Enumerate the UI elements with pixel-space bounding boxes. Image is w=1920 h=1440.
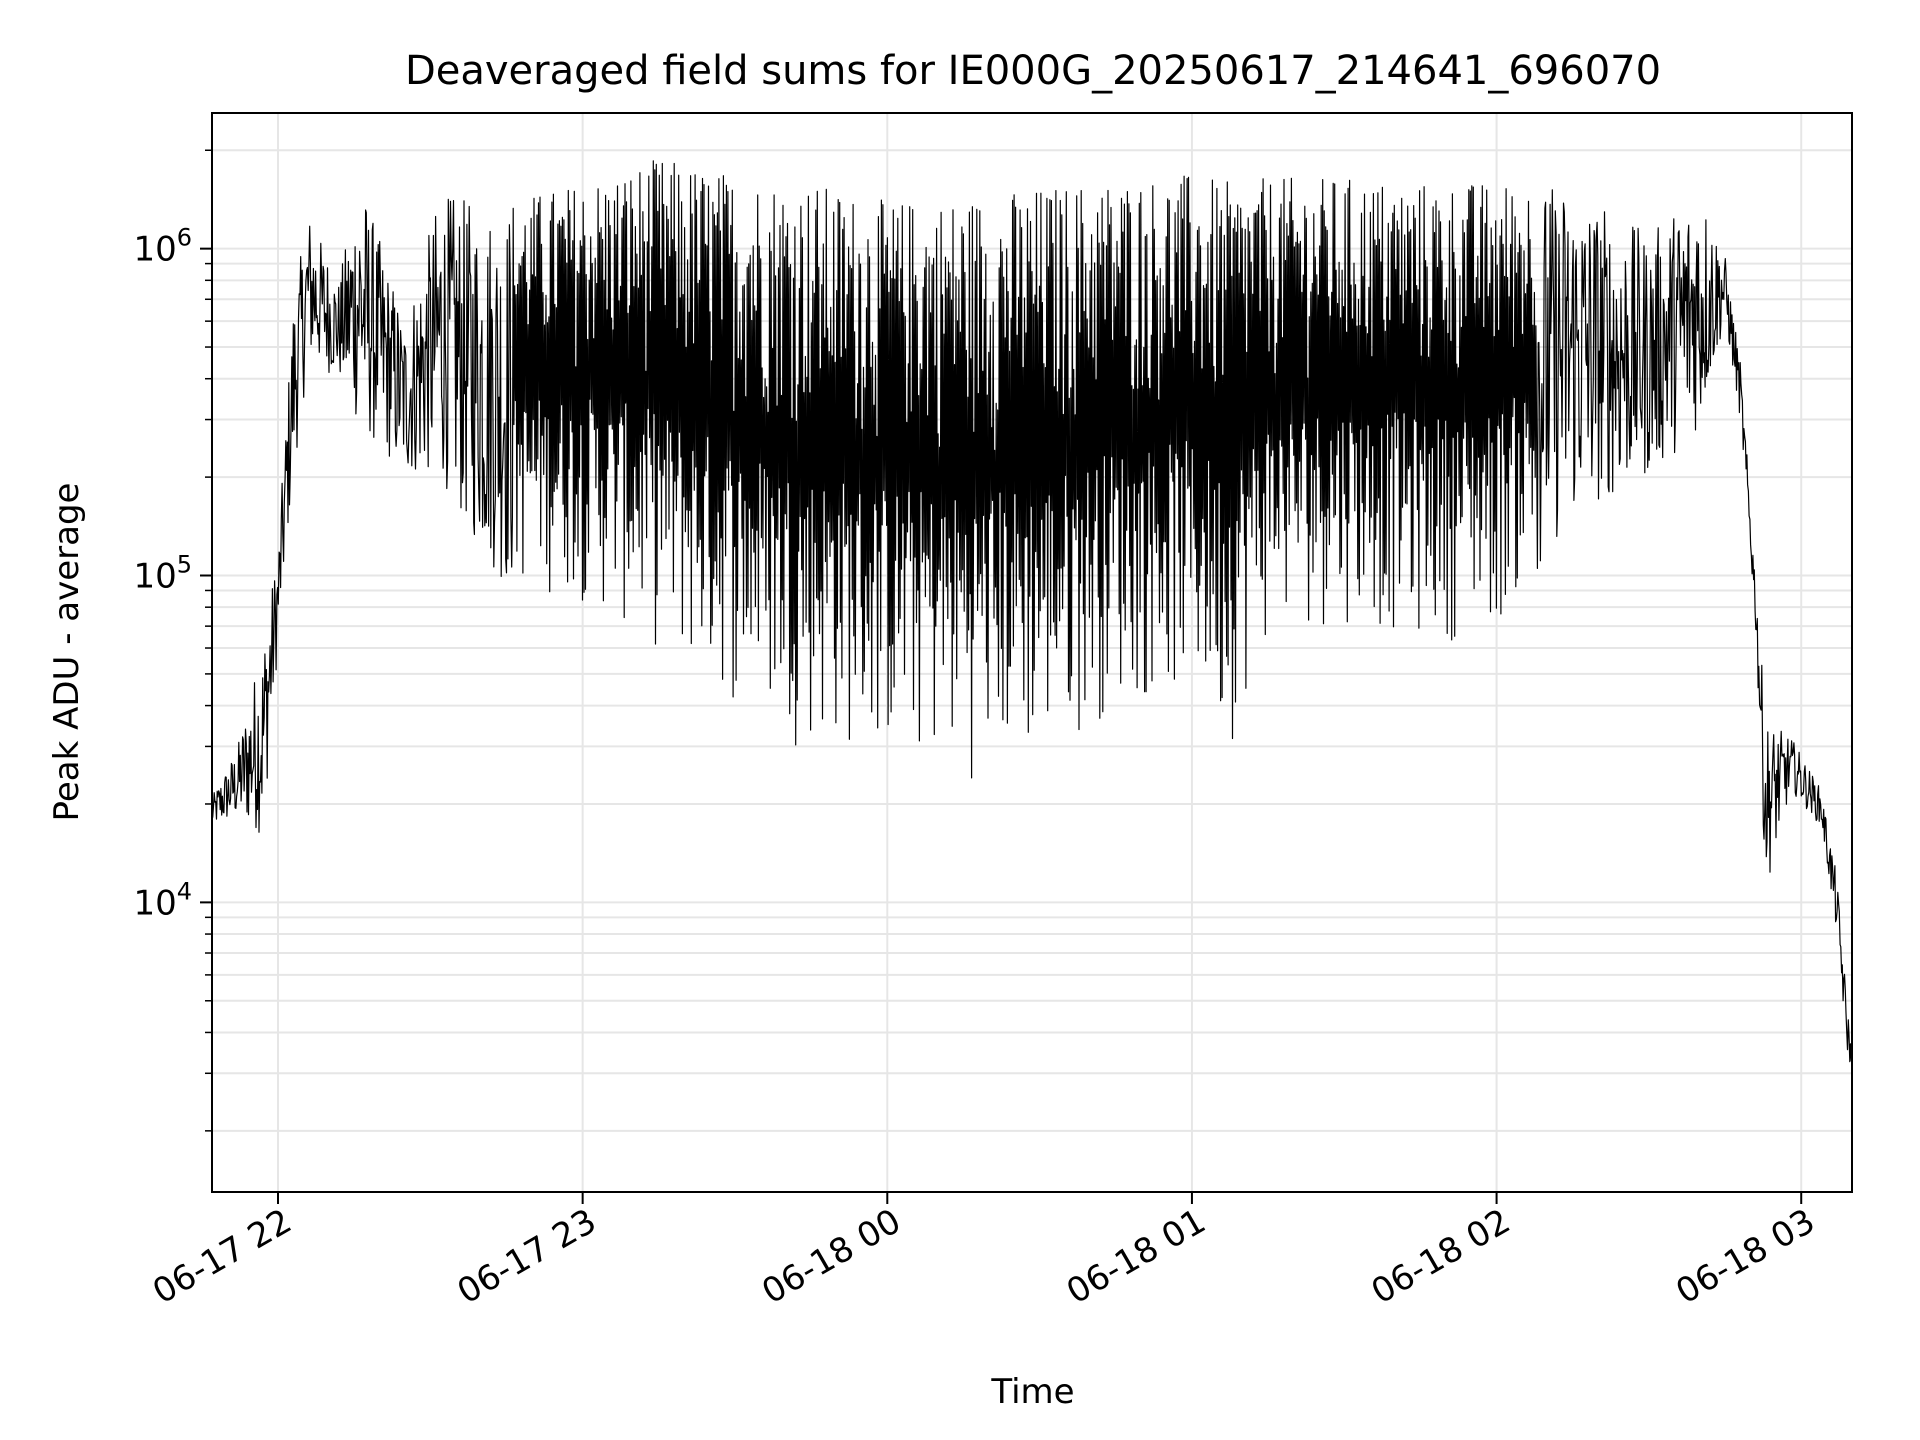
y-axis: 104 105 106	[133, 149, 212, 1132]
y-tick-label: 104	[133, 877, 192, 923]
y-tick-label: 106	[133, 224, 192, 270]
y-tick-label: 105	[133, 551, 192, 597]
chart-title: Deaveraged field sums for IE000G_2025061…	[405, 48, 1661, 94]
series-trace	[211, 160, 1853, 1063]
y-axis-label: Peak ADU - average	[47, 483, 87, 822]
plot-frame	[211, 112, 1853, 1193]
x-axis-label: Time	[990, 1372, 1074, 1412]
series-line	[211, 160, 1853, 1063]
